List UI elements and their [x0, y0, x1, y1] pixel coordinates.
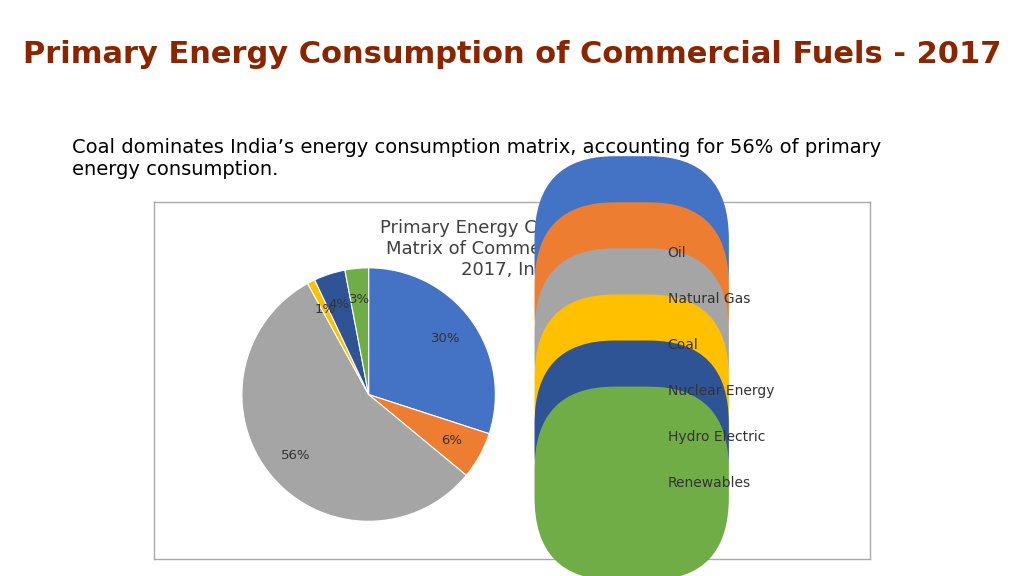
Text: Hydro Electric: Hydro Electric — [668, 430, 765, 444]
Text: 6%: 6% — [441, 434, 463, 447]
Text: 56%: 56% — [281, 449, 310, 461]
Text: Natural Gas: Natural Gas — [668, 292, 750, 306]
Text: Coal: Coal — [668, 338, 698, 352]
FancyBboxPatch shape — [535, 202, 729, 396]
Text: Primary Energy Consumption of Commercial Fuels - 2017: Primary Energy Consumption of Commercial… — [23, 40, 1001, 69]
Text: 30%: 30% — [431, 332, 460, 345]
FancyBboxPatch shape — [535, 248, 729, 442]
FancyBboxPatch shape — [535, 294, 729, 488]
FancyBboxPatch shape — [535, 386, 729, 576]
FancyBboxPatch shape — [535, 340, 729, 534]
FancyBboxPatch shape — [535, 156, 729, 350]
Text: Oil: Oil — [668, 246, 686, 260]
Wedge shape — [369, 395, 489, 475]
Wedge shape — [314, 270, 369, 395]
Text: Coal dominates India’s energy consumption matrix, accounting for 56% of primary
: Coal dominates India’s energy consumptio… — [72, 138, 881, 179]
Text: Nuclear Energy: Nuclear Energy — [668, 384, 774, 398]
Text: 4%: 4% — [329, 298, 350, 310]
Text: Primary Energy Consumption
Matrix of Commercial Fuels,
2017, India: Primary Energy Consumption Matrix of Com… — [380, 219, 644, 279]
Wedge shape — [345, 268, 369, 395]
Text: 3%: 3% — [349, 293, 371, 306]
Text: 1%: 1% — [315, 304, 336, 316]
Wedge shape — [307, 280, 369, 395]
Wedge shape — [369, 268, 496, 434]
Text: Renewables: Renewables — [668, 476, 751, 490]
Wedge shape — [242, 283, 466, 521]
